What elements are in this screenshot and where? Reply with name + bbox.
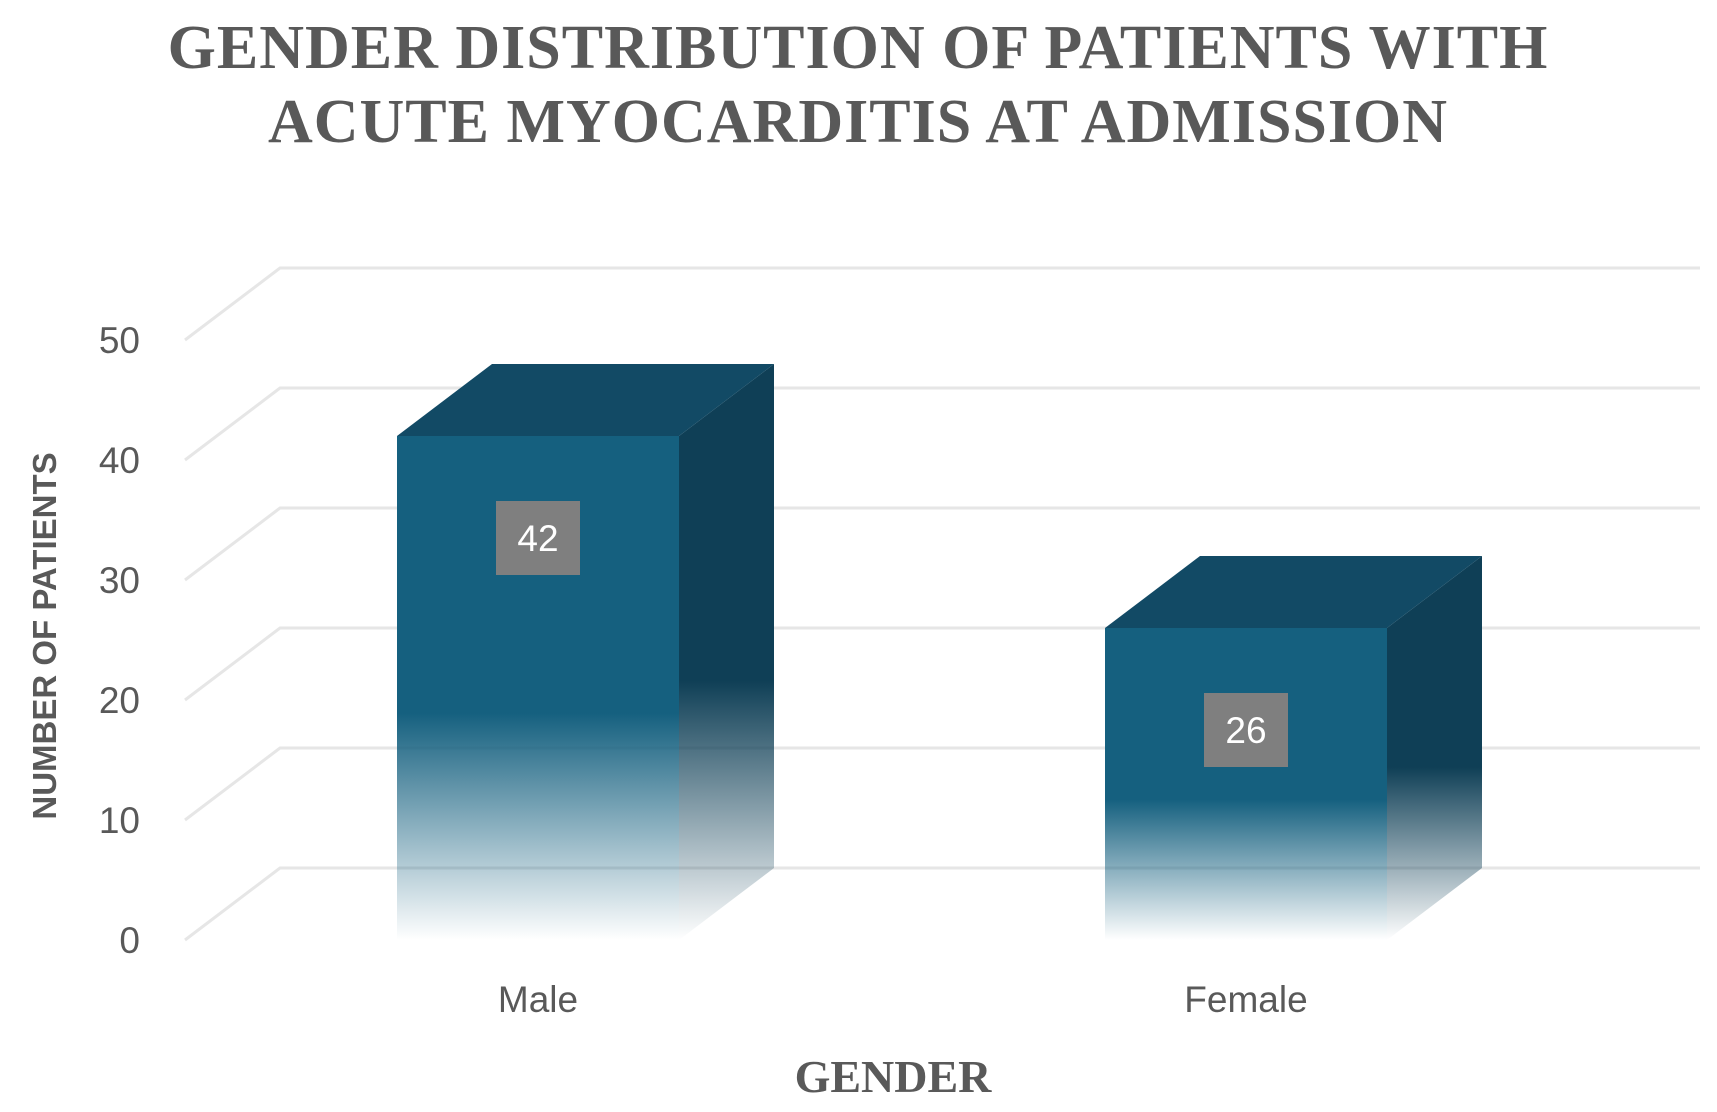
y-axis-ticks: 0 10 20 30 40 50 [99,320,140,961]
chart-title-line-1: GENDER DISTRIBUTION OF PATIENTS WITH [168,14,1549,82]
y-tick-label: 20 [99,680,140,721]
x-category-label: Female [1184,979,1307,1020]
y-tick-label: 30 [99,560,140,601]
bar-top-female [1105,556,1482,628]
data-label-box [1204,693,1288,767]
data-labels: 42 26 [496,501,1288,767]
y-tick-label: 0 [119,920,140,961]
x-axis-categories: Male Female [498,979,1308,1020]
gridline [184,506,1700,582]
gridline [184,386,1700,462]
bars [397,364,1482,940]
bar-side-male [679,364,774,940]
y-tick-label: 40 [99,440,140,481]
x-category-label: Male [498,979,578,1020]
y-axis-title: NUMBER OF PATIENTS [26,452,63,819]
y-tick-label: 50 [99,320,140,361]
x-axis-title: GENDER [795,1051,993,1102]
bar-female [1105,628,1387,940]
gridline [184,266,1700,342]
data-label-box [496,501,580,575]
bar-top-male [397,364,774,436]
data-label: 42 [517,518,558,559]
y-tick-label: 10 [99,800,140,841]
bar-side-female [1387,556,1482,940]
data-label: 26 [1225,710,1266,751]
chart-title-line-2: ACUTE MYOCARDITIS AT ADMISSION [268,88,1448,156]
